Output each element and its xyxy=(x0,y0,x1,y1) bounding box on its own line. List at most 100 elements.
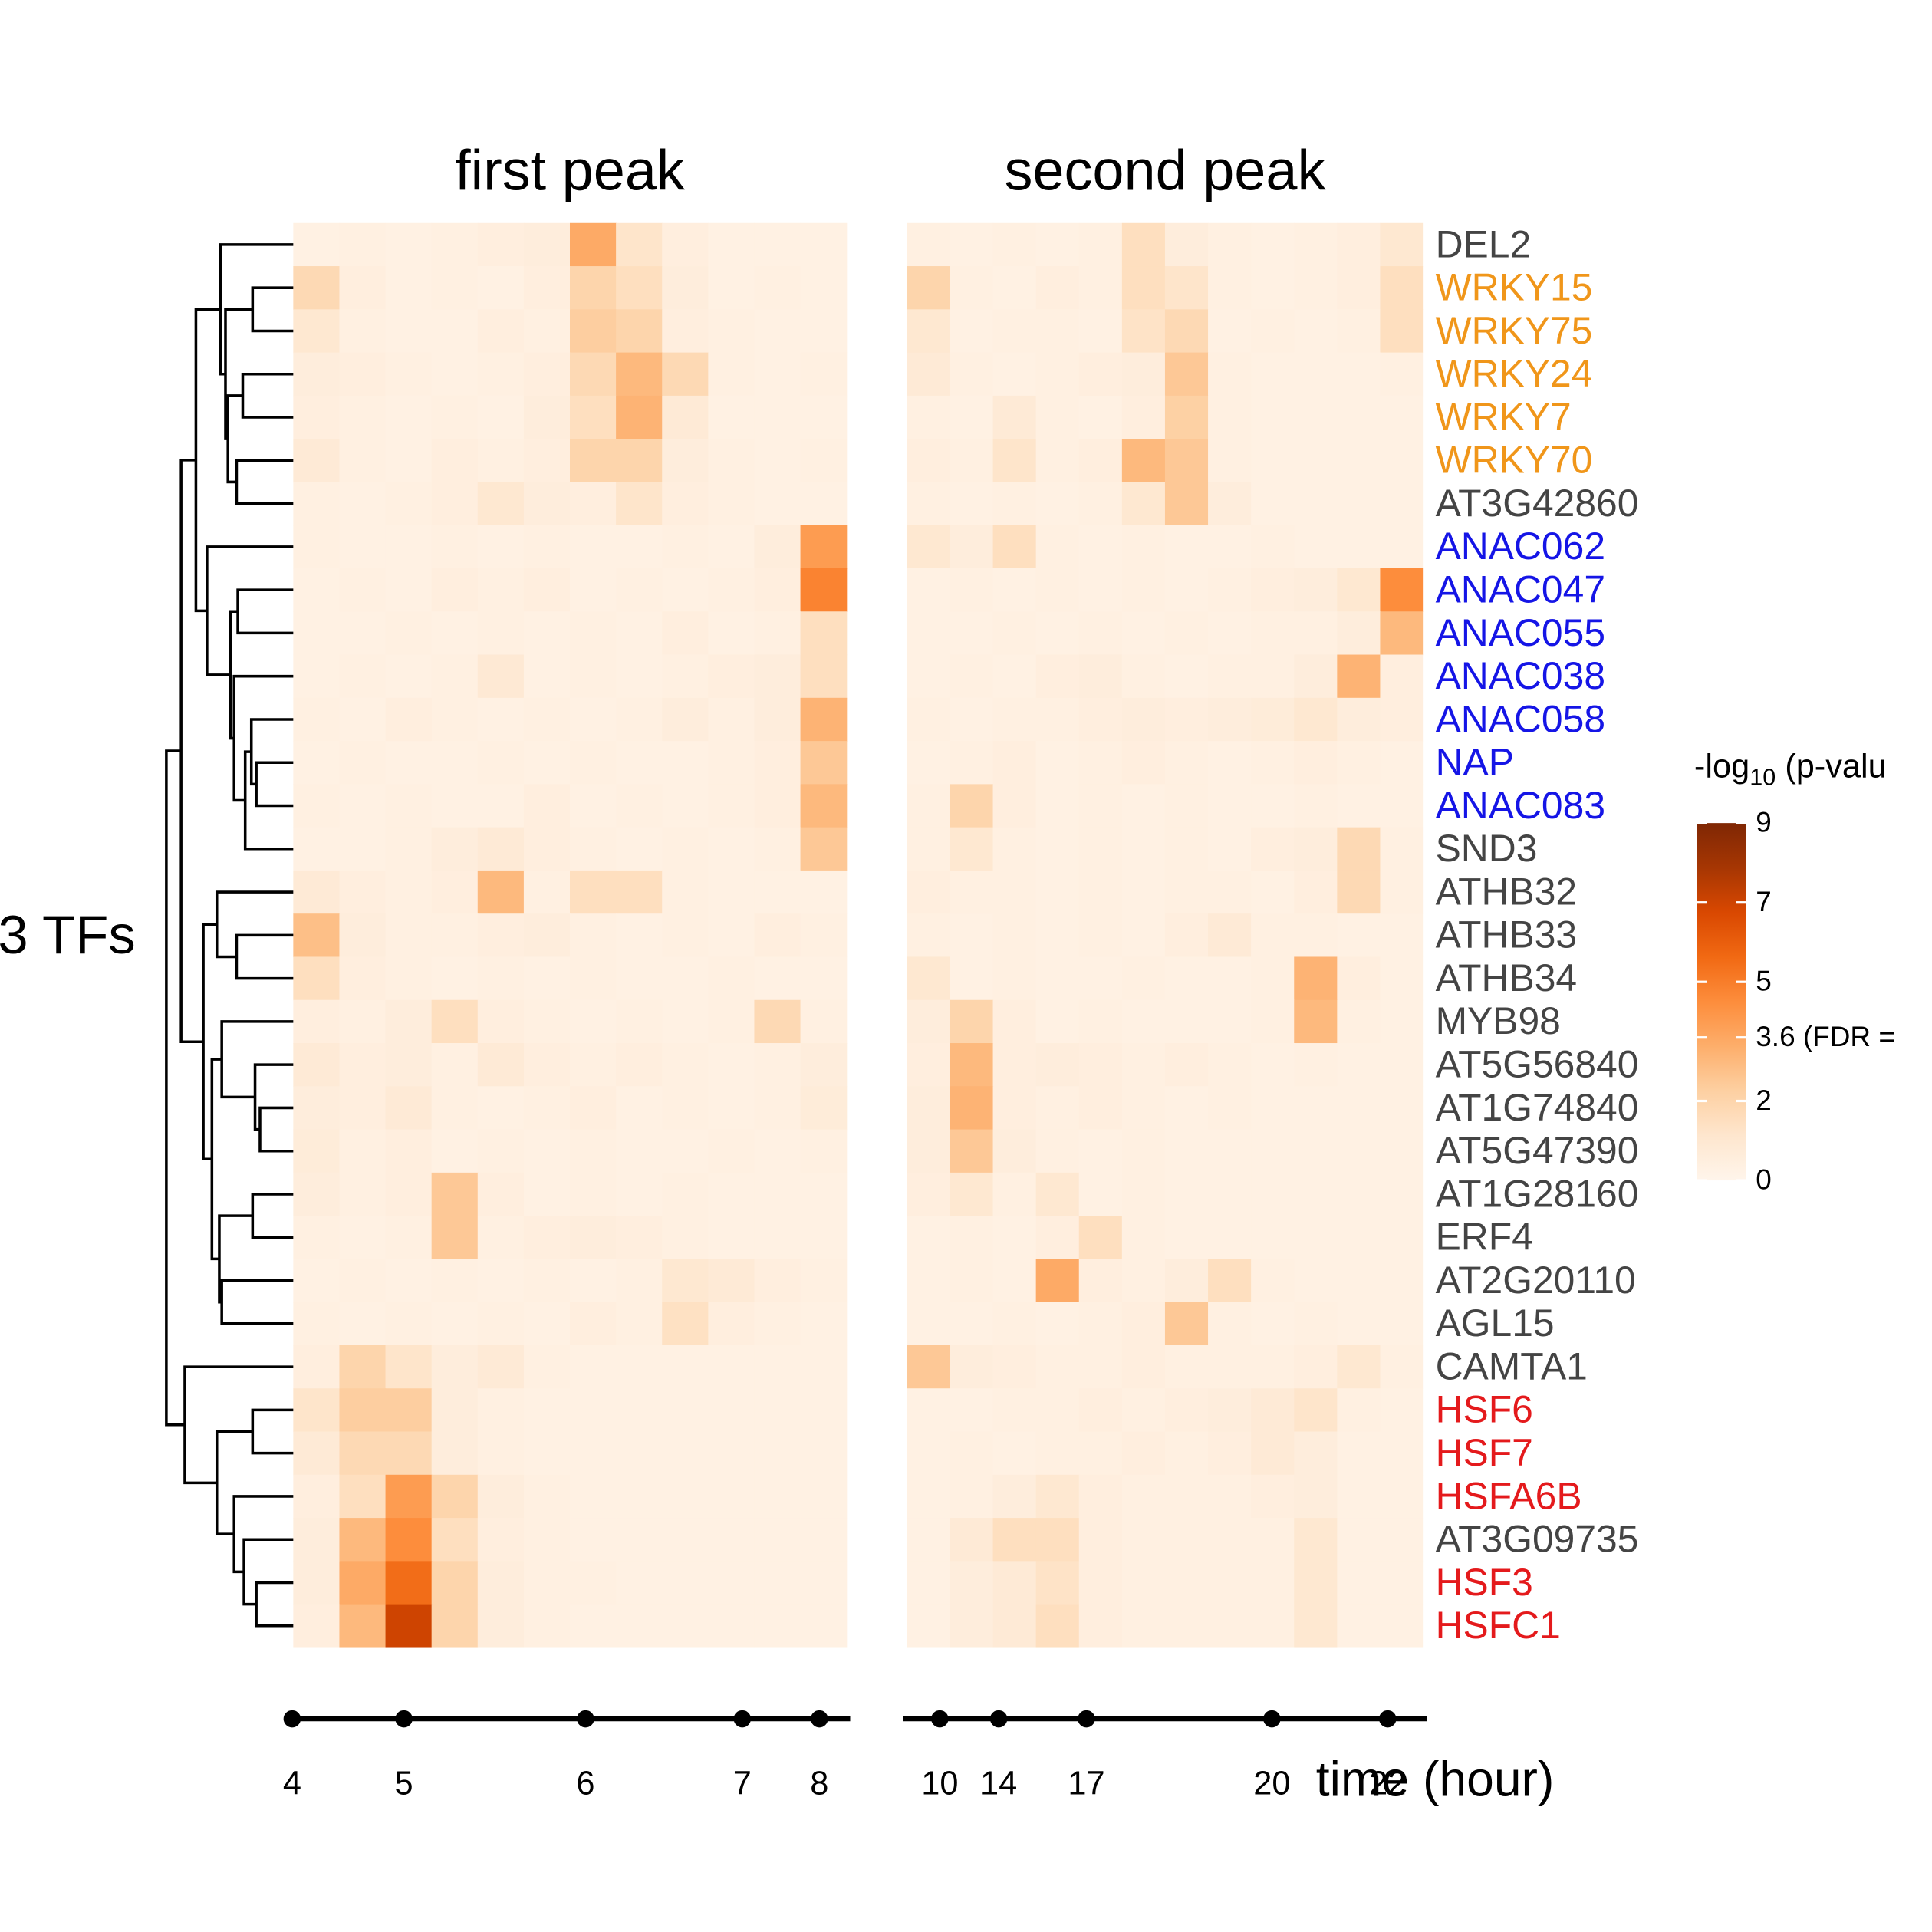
heatmap-cell xyxy=(293,1345,341,1389)
heatmap-cell xyxy=(662,1388,709,1433)
heatmap-cell xyxy=(1251,1216,1295,1260)
heatmap-cell xyxy=(616,1561,663,1605)
heatmap-cell xyxy=(1208,309,1252,354)
heatmap-cell xyxy=(754,525,801,569)
dendrogram-branch xyxy=(220,1279,294,1325)
heatmap-cell xyxy=(754,1604,801,1648)
heatmap-cell xyxy=(708,611,755,656)
heatmap-cell xyxy=(992,1172,1037,1216)
heatmap-cell xyxy=(1035,1172,1080,1216)
heatmap-cell xyxy=(708,827,755,871)
heatmap-cell xyxy=(293,999,341,1044)
heatmap-cell xyxy=(1164,266,1209,310)
dendrogram-branch xyxy=(235,933,294,980)
heatmap-cell xyxy=(339,741,387,785)
x-tick-label: 5 xyxy=(395,1765,413,1802)
heatmap-cell xyxy=(477,1172,525,1216)
heatmap-cell xyxy=(1035,1561,1080,1605)
heatmap-cell xyxy=(477,956,525,1001)
heatmap-cell xyxy=(992,1129,1037,1173)
heatmap-cell xyxy=(570,1172,617,1216)
heatmap-cell xyxy=(431,1561,479,1605)
heatmap-cell xyxy=(431,654,479,699)
heatmap-cell xyxy=(1380,697,1424,742)
heatmap-cell xyxy=(754,222,801,267)
heatmap-cell xyxy=(992,1561,1037,1605)
heatmap-cell xyxy=(1380,827,1424,871)
row-label: MYB98 xyxy=(1436,999,1561,1042)
heatmap-cell xyxy=(1337,784,1381,828)
heatmap-cell xyxy=(1121,1431,1166,1476)
heatmap-cell xyxy=(1294,956,1338,1001)
heatmap-cell xyxy=(800,266,848,310)
heatmap-cell xyxy=(1035,741,1080,785)
heatmap-cell xyxy=(1251,1086,1295,1131)
heatmap-cell xyxy=(754,1518,801,1562)
heatmap-cell xyxy=(1251,1604,1295,1648)
heatmap-cell xyxy=(708,1172,755,1216)
heatmap-cell xyxy=(477,1518,525,1562)
heatmap-cell xyxy=(477,1129,525,1173)
x-tick-label: 17 xyxy=(1068,1765,1104,1802)
heatmap-cell xyxy=(339,482,387,526)
heatmap-cell xyxy=(907,1216,951,1260)
heatmap-cell xyxy=(477,352,525,397)
dendrogram-branch xyxy=(206,545,294,676)
heatmap-cell xyxy=(907,697,951,742)
heatmap-cell xyxy=(754,1302,801,1346)
heatmap-cell xyxy=(992,999,1037,1044)
heatmap-cell xyxy=(1164,999,1209,1044)
heatmap-cell xyxy=(1380,999,1424,1044)
heatmap-cell xyxy=(1035,1431,1080,1476)
heatmap-cell xyxy=(431,870,479,914)
heatmap-cell xyxy=(1121,266,1166,310)
heatmap-cell xyxy=(1380,1302,1424,1346)
heatmap-cell xyxy=(1035,352,1080,397)
heatmap-cell xyxy=(523,1129,571,1173)
heatmap-cell xyxy=(1164,1129,1209,1173)
heatmap-cell xyxy=(523,395,571,439)
heatmap-cell xyxy=(431,222,479,267)
heatmap-cell xyxy=(754,1172,801,1216)
row-label: ANAC062 xyxy=(1436,525,1605,568)
heatmap-cell xyxy=(477,999,525,1044)
row-label: WRKY15 xyxy=(1436,266,1593,309)
heatmap-cell xyxy=(950,741,994,785)
heatmap-cell xyxy=(570,1259,617,1303)
heatmap-cell xyxy=(616,1172,663,1216)
heatmap-cell xyxy=(907,309,951,354)
heatmap-cell xyxy=(1337,1345,1381,1389)
heatmap-cell xyxy=(950,1388,994,1433)
heatmap-cell xyxy=(616,568,663,612)
heatmap-cell xyxy=(1337,1086,1381,1131)
dendrogram-branch xyxy=(235,459,294,505)
heatmap-cell xyxy=(1380,222,1424,267)
y-axis-label: 33 TFs xyxy=(0,904,136,965)
heatmap-cell xyxy=(570,956,617,1001)
heatmap-cell xyxy=(1078,352,1123,397)
heatmap-cell xyxy=(385,999,433,1044)
heatmap-cell xyxy=(523,697,571,742)
heatmap-cell xyxy=(800,568,848,612)
heatmap-cell xyxy=(431,1345,479,1389)
heatmap-cell xyxy=(431,741,479,785)
heatmap-cell xyxy=(570,697,617,742)
heatmap-cell xyxy=(1294,999,1338,1044)
heatmap-cell xyxy=(1078,999,1123,1044)
heatmap-cell xyxy=(339,1216,387,1260)
heatmap-cell xyxy=(1251,870,1295,914)
heatmap-cell xyxy=(1035,568,1080,612)
heatmap-cell xyxy=(1121,525,1166,569)
heatmap-cell xyxy=(431,309,479,354)
heatmap-cell xyxy=(800,1345,848,1389)
heatmap-cell xyxy=(1164,1302,1209,1346)
heatmap-cell xyxy=(800,697,848,742)
heatmap-cell xyxy=(1337,482,1381,526)
heatmap-cell xyxy=(339,870,387,914)
heatmap-cell xyxy=(477,439,525,483)
heatmap-cell xyxy=(800,439,848,483)
heatmap-cell xyxy=(523,352,571,397)
row-label: HSFA6B xyxy=(1436,1474,1582,1517)
heatmap-cell xyxy=(907,1043,951,1087)
